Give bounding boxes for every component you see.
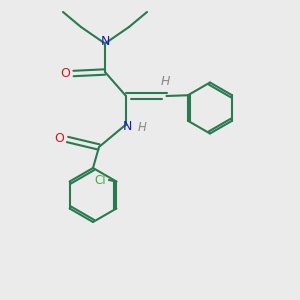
Text: H: H [160, 75, 170, 88]
Text: Cl: Cl [94, 173, 106, 187]
Text: O: O [54, 131, 64, 145]
Text: N: N [123, 120, 132, 134]
Text: N: N [100, 35, 110, 49]
Text: H: H [138, 121, 147, 134]
Text: O: O [60, 67, 70, 80]
